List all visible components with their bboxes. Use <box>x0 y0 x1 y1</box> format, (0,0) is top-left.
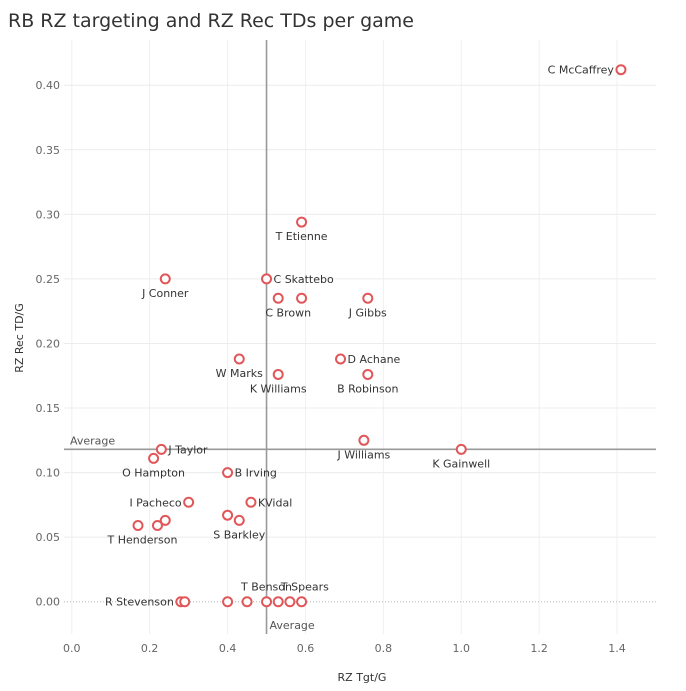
point-label: C Brown <box>265 306 311 319</box>
x-axis-title: RZ Tgt/G <box>338 671 387 684</box>
data-point <box>261 273 273 285</box>
point-label: C McCaffrey <box>548 64 615 77</box>
data-point <box>358 434 370 446</box>
x-tick-label: 0.2 <box>141 642 159 655</box>
data-point <box>132 520 144 532</box>
data-point <box>296 292 308 304</box>
y-tick-label: 0.35 <box>36 144 61 157</box>
y-tick-label: 0.15 <box>36 402 61 415</box>
y-average-label: Average <box>70 434 115 447</box>
y-tick-label: 0.20 <box>36 337 61 350</box>
data-point <box>615 64 627 76</box>
point-label: T Benson <box>240 581 292 594</box>
data-point <box>362 292 374 304</box>
data-points <box>132 64 627 608</box>
data-point <box>159 514 171 526</box>
data-point <box>272 368 284 380</box>
x-tick-label: 0.8 <box>375 642 393 655</box>
data-point <box>233 514 245 526</box>
point-label: T Spears <box>280 581 329 594</box>
y-tick-label: 0.25 <box>36 273 61 286</box>
y-tick-label: 0.30 <box>36 208 61 221</box>
x-tick-label: 0.6 <box>297 642 315 655</box>
data-point <box>272 292 284 304</box>
data-point <box>179 596 191 608</box>
point-label: C Skattebo <box>274 273 334 286</box>
x-tick-label: 0.0 <box>63 642 81 655</box>
x-tick-label: 1.2 <box>530 642 548 655</box>
point-label: W Marks <box>216 367 263 380</box>
point-label: J Conner <box>141 287 189 300</box>
x-tick-label: 1.0 <box>453 642 471 655</box>
data-point <box>261 596 273 608</box>
data-point <box>362 368 374 380</box>
point-label: KVidal <box>258 496 292 509</box>
data-point <box>241 596 253 608</box>
data-point <box>183 496 195 508</box>
y-axis-title: RZ Rec TD/G <box>13 303 26 373</box>
data-point <box>245 496 257 508</box>
y-tick-label: 0.00 <box>36 596 61 609</box>
x-tick-label: 0.4 <box>219 642 237 655</box>
point-labels: C McCaffrey T Etienne J Conner C Skattebo C … <box>105 64 614 609</box>
data-point <box>284 596 296 608</box>
point-label: J Williams <box>336 448 390 461</box>
point-label: I Pacheco <box>129 496 181 509</box>
data-point <box>151 520 163 532</box>
data-point <box>296 596 308 608</box>
point-label: K Williams <box>250 382 307 395</box>
data-point <box>222 596 234 608</box>
point-label: J Taylor <box>167 443 208 456</box>
point-label: T Etienne <box>275 230 328 243</box>
y-tick-label: 0.40 <box>36 79 61 92</box>
x-tick-label: 1.4 <box>608 642 626 655</box>
point-label: O Hampton <box>122 466 185 479</box>
point-label: B Irving <box>235 467 277 480</box>
data-point <box>335 353 347 365</box>
axes: 0.0 0.2 0.4 0.6 0.8 1.0 1.2 1.4 0.00 0.05 0.10 0.15… <box>13 79 626 684</box>
x-average-label: Average <box>270 619 315 632</box>
y-tick-label: 0.05 <box>36 531 61 544</box>
chart-title: RB RZ targeting and RZ Rec TDs per game <box>8 10 414 32</box>
point-label: J Gibbs <box>348 306 387 319</box>
data-point <box>233 353 245 365</box>
y-tick-label: 0.10 <box>36 467 61 480</box>
data-point <box>159 273 171 285</box>
data-point <box>155 443 167 455</box>
point-label: R Stevenson <box>105 596 174 609</box>
point-label: K Gainwell <box>432 457 490 470</box>
point-label: B Robinson <box>337 382 398 395</box>
data-point <box>296 216 308 228</box>
data-point <box>272 596 284 608</box>
data-point <box>222 467 234 479</box>
point-label: S Barkley <box>213 528 265 541</box>
point-label: T Henderson <box>107 534 178 547</box>
data-point <box>148 452 160 464</box>
data-point <box>455 443 467 455</box>
point-label: D Achane <box>348 353 401 366</box>
data-point <box>222 509 234 521</box>
